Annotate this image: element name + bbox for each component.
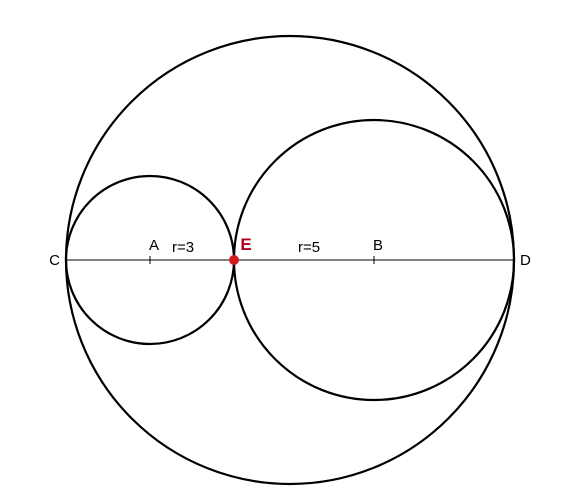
label-c: C: [49, 252, 60, 269]
label-a: A: [149, 237, 159, 254]
point-e: [229, 255, 239, 265]
label-d: D: [520, 252, 531, 269]
label-e: E: [240, 235, 251, 254]
label-b: B: [373, 237, 383, 254]
label-rb: r=5: [298, 239, 320, 256]
circles-diagram: C D A B E r=3 r=5: [0, 0, 584, 502]
label-ra: r=3: [172, 239, 194, 256]
